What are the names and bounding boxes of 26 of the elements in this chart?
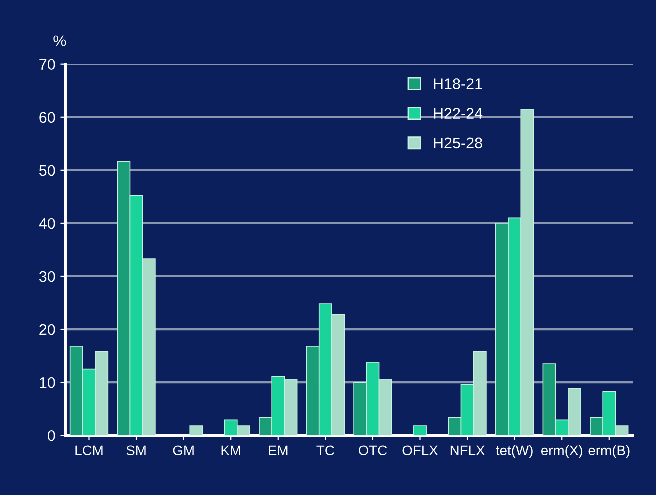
bar xyxy=(414,426,427,436)
x-tick-label: erm(B) xyxy=(588,445,630,458)
y-tick-label: 50 xyxy=(39,165,56,176)
legend-label: H18-21 xyxy=(434,78,482,90)
x-tick-label: erm(X) xyxy=(541,445,582,458)
y-tick-label: 0 xyxy=(48,430,56,442)
legend-label: H25-28 xyxy=(434,138,482,149)
bar xyxy=(190,426,204,436)
x-tick-label: EM xyxy=(269,446,288,456)
x-tick-label: tet(W) xyxy=(496,445,533,458)
x-tick-label: SM xyxy=(126,446,146,456)
y-axis-title: % xyxy=(54,36,66,46)
y-tick-label: 40 xyxy=(39,218,56,230)
y-tick-label: 60 xyxy=(40,112,56,124)
y-tick-label: 70 xyxy=(40,59,56,70)
x-tick-label: NFLX xyxy=(450,446,485,456)
x-tick-label: LCM xyxy=(76,446,103,456)
x-tick-label: GM xyxy=(173,446,194,456)
x-tick-label: KM xyxy=(222,446,240,456)
y-tick-label: 10 xyxy=(40,377,56,388)
legend-label: H22-24 xyxy=(434,108,483,119)
y-tick-label: 30 xyxy=(39,271,56,282)
y-tick-label: 20 xyxy=(40,324,56,336)
x-tick-label: TC xyxy=(316,446,334,456)
x-tick-label: OTC xyxy=(358,446,388,456)
x-tick-label: OFLX xyxy=(402,446,438,456)
